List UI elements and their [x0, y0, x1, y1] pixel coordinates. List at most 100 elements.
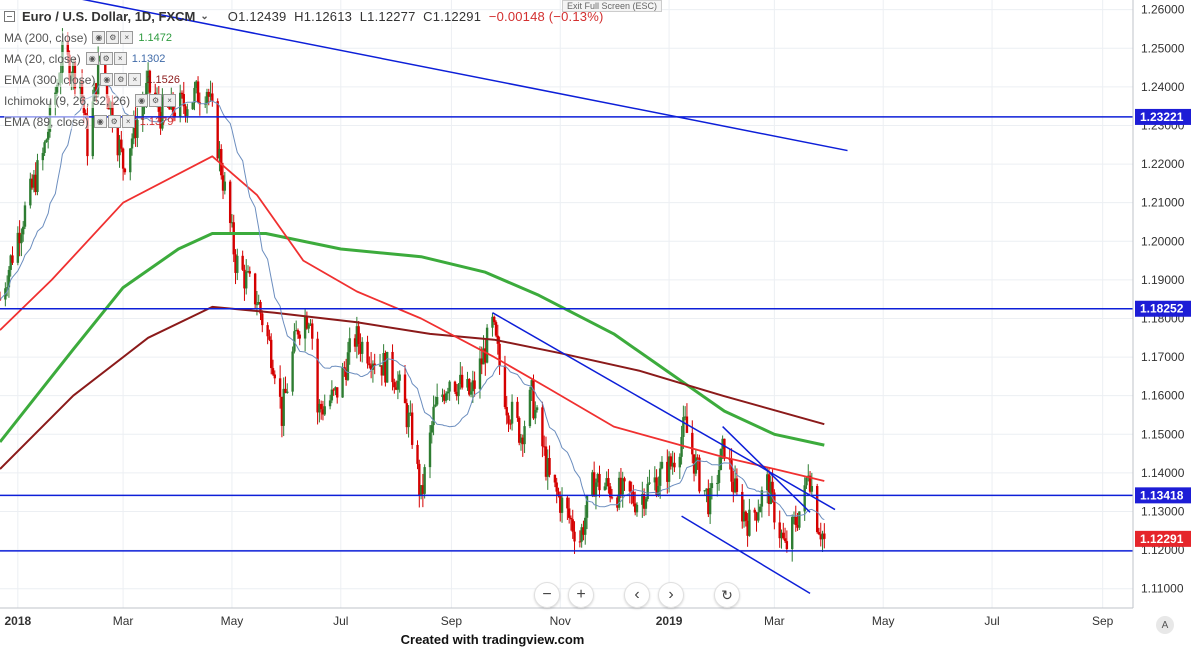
candle-body — [523, 426, 526, 445]
close-icon[interactable]: × — [121, 115, 135, 128]
candle-body — [193, 87, 196, 103]
indicator-controls: ◉ ⚙ × — [92, 31, 134, 44]
candle-body — [732, 481, 735, 493]
candle-body — [136, 119, 139, 138]
indicator-row[interactable]: MA (20, close) ◉ ⚙ × 1.1302 — [4, 48, 604, 69]
candle-body — [507, 415, 510, 424]
candle-body — [521, 437, 524, 445]
zoom-out-button[interactable]: − — [534, 582, 560, 608]
close-icon[interactable]: × — [128, 73, 142, 86]
candle-body — [403, 374, 407, 404]
settings-icon[interactable]: ⚙ — [149, 94, 163, 107]
indicator-name[interactable]: EMA (300, close) — [4, 72, 96, 87]
collapse-legend-icon[interactable] — [4, 11, 15, 22]
candle-body — [468, 379, 471, 395]
candle-body — [318, 403, 321, 413]
candle-body — [257, 301, 260, 305]
indicator-row[interactable]: MA (200, close) ◉ ⚙ × 1.1472 — [4, 27, 604, 48]
trendline — [492, 312, 836, 511]
candle-body — [616, 497, 619, 508]
candle-body — [232, 222, 235, 255]
candle-body — [705, 488, 708, 491]
indicator-controls: ◉ ⚙ × — [100, 73, 142, 86]
close-icon[interactable]: × — [163, 94, 177, 107]
candle-body — [221, 175, 225, 191]
candle-body — [111, 101, 114, 128]
candle-body — [361, 341, 364, 354]
settings-icon[interactable]: ⚙ — [107, 115, 121, 128]
candle-body — [20, 234, 23, 244]
candle-body — [55, 84, 59, 93]
settings-icon[interactable]: ⚙ — [106, 31, 120, 44]
candle-body — [617, 477, 621, 508]
candle-body — [396, 380, 400, 390]
candle-body — [644, 498, 648, 509]
eye-icon[interactable]: ◉ — [135, 94, 149, 107]
candle-body — [29, 178, 32, 206]
open-value: O1.12439 — [227, 9, 287, 24]
candle-body — [211, 93, 214, 102]
candle-body — [291, 351, 294, 392]
candle-body — [393, 382, 396, 388]
candle-body — [460, 374, 464, 388]
candle-body — [419, 485, 423, 496]
candle-body — [132, 117, 136, 139]
settings-icon[interactable]: ⚙ — [99, 52, 113, 65]
candle-body — [557, 491, 560, 496]
indicator-name[interactable]: MA (20, close) — [4, 51, 81, 66]
candle-body — [430, 425, 433, 433]
change-value: −0.00148 (−0.13%) — [488, 9, 604, 24]
eye-icon[interactable]: ◉ — [100, 73, 114, 86]
tradingview-credit: Created with tradingview.com — [400, 632, 585, 647]
indicator-name[interactable]: EMA (89, close) — [4, 114, 89, 129]
candle-body — [573, 531, 576, 542]
eye-icon[interactable]: ◉ — [85, 52, 99, 65]
indicator-row[interactable]: EMA (300, close) ◉ ⚙ × 1.1526 — [4, 69, 604, 90]
candle-body — [120, 139, 123, 149]
indicator-name[interactable]: Ichimoku (9, 26, 52, 26) — [4, 93, 131, 108]
price-label-text: 1.13418 — [1140, 488, 1184, 502]
candle-body — [380, 365, 384, 376]
indicator-name[interactable]: MA (200, close) — [4, 30, 88, 45]
indicator-row[interactable]: EMA (89, close) ◉ ⚙ × 1.1379 — [4, 111, 604, 132]
candle-body — [268, 336, 271, 340]
candle-body — [542, 446, 546, 448]
candle-body — [41, 152, 45, 161]
candle-body — [792, 516, 796, 518]
candle-body — [216, 101, 219, 159]
candle-body — [528, 389, 532, 427]
candle-body — [371, 363, 375, 370]
auto-scale-button[interactable]: A — [1156, 616, 1174, 634]
symbol-dropdown-icon[interactable]: ⌄ — [200, 11, 209, 22]
settings-icon[interactable]: ⚙ — [114, 73, 128, 86]
symbol-title[interactable]: Euro / U.S. Dollar, 1D, FXCM — [22, 9, 196, 24]
indicator-row[interactable]: Ichimoku (9, 26, 52, 26) ◉ ⚙ × — [4, 90, 604, 111]
scroll-right-button[interactable]: › — [658, 582, 684, 608]
candle-body — [435, 396, 439, 405]
candle-body — [610, 497, 614, 499]
zoom-in-button[interactable]: + — [568, 582, 594, 608]
close-icon[interactable]: × — [120, 31, 134, 44]
candle-body — [773, 492, 776, 523]
candle-body — [334, 387, 337, 390]
x-tick-label: Jul — [333, 614, 348, 628]
close-icon[interactable]: × — [113, 52, 127, 65]
candle-body — [398, 374, 401, 381]
candle-body — [621, 478, 624, 495]
candle-body — [296, 330, 300, 335]
candle-body — [696, 457, 699, 459]
candle-body — [443, 394, 446, 401]
reset-chart-button[interactable]: ↻ — [714, 582, 740, 608]
candle-body — [619, 477, 623, 495]
candle-body — [357, 326, 360, 345]
candle-body — [323, 406, 326, 415]
candle-body — [471, 380, 475, 392]
candle-body — [815, 486, 819, 533]
eye-icon[interactable]: ◉ — [92, 31, 106, 44]
scroll-left-button[interactable]: ‹ — [624, 582, 650, 608]
candle-body — [535, 407, 539, 411]
eye-icon[interactable]: ◉ — [93, 115, 107, 128]
exit-full-screen-button[interactable]: Exit Full Screen (ESC) — [562, 0, 663, 12]
candle-body — [641, 493, 644, 505]
